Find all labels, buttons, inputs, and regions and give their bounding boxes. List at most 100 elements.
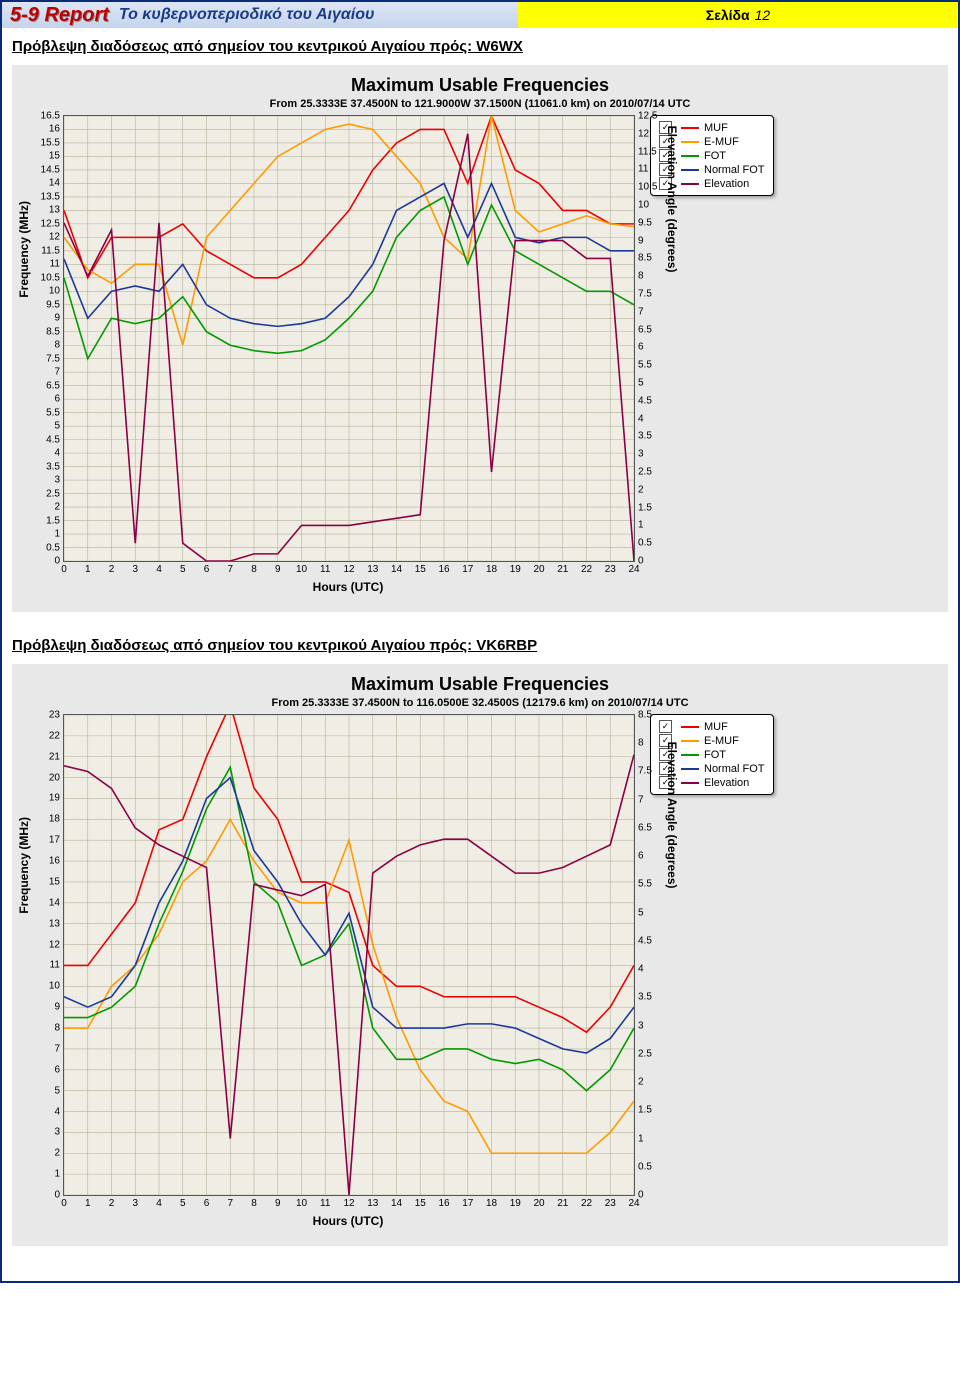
y-tick: 16 <box>49 856 64 867</box>
x-tick: 23 <box>605 564 616 575</box>
y-tick: 18 <box>49 814 64 825</box>
x-tick: 8 <box>251 564 257 575</box>
x-tick: 7 <box>227 564 233 575</box>
legend-label: MUF <box>704 721 728 733</box>
y-tick: 8 <box>54 1023 64 1034</box>
y-tick: 10.5 <box>41 272 64 283</box>
y-tick: 9.5 <box>46 299 64 310</box>
chart-2-ylabel: Frequency (MHz) <box>17 817 31 914</box>
x-tick: 10 <box>296 564 307 575</box>
y-tick: 9 <box>54 313 64 324</box>
y-tick: 1 <box>54 1169 64 1180</box>
y-tick: 13.5 <box>41 191 64 202</box>
legend-label: Elevation <box>704 178 749 190</box>
legend-label: FOT <box>704 749 726 761</box>
y2-tick: 0 <box>634 556 644 567</box>
legend-swatch <box>681 754 699 756</box>
y-tick: 8.5 <box>46 326 64 337</box>
y2-tick: 1.5 <box>634 1105 652 1116</box>
y-tick: 16.5 <box>41 111 64 122</box>
y-tick: 17 <box>49 835 64 846</box>
y2-tick: 3 <box>634 1020 644 1031</box>
y-tick: 11 <box>50 960 64 971</box>
y2-tick: 7 <box>634 306 644 317</box>
y2-tick: 1 <box>634 520 644 531</box>
y2-tick: 4.5 <box>634 395 652 406</box>
y2-tick: 10.5 <box>634 182 657 193</box>
y2-tick: 2.5 <box>634 467 652 478</box>
y2-tick: 8 <box>634 738 644 749</box>
y-tick: 7.5 <box>46 353 64 364</box>
y-tick: 14.5 <box>41 164 64 175</box>
legend-label: MUF <box>704 122 728 134</box>
chart-1-subtitle: From 25.3333E 37.4500N to 121.9000W 37.1… <box>18 98 942 110</box>
x-tick: 12 <box>343 564 354 575</box>
y-tick: 0 <box>54 556 64 567</box>
x-tick: 11 <box>320 1198 330 1209</box>
x-tick: 10 <box>296 1198 307 1209</box>
brand-subtitle: Το κυβερνοπεριοδικό του Αιγαίου <box>119 6 375 24</box>
legend-swatch <box>681 183 699 185</box>
legend-swatch <box>681 127 699 129</box>
x-tick: 19 <box>510 1198 521 1209</box>
y2-tick: 1.5 <box>634 502 652 513</box>
y2-tick: 12 <box>634 128 649 139</box>
y-tick: 12 <box>49 939 64 950</box>
chart-2-plot: Frequency (MHz) Elevation Angle (degrees… <box>63 714 635 1196</box>
x-tick: 1 <box>85 1198 91 1209</box>
chart-1-xlabel: Hours (UTC) <box>63 580 633 594</box>
y2-tick: 12.5 <box>634 111 657 122</box>
y-tick: 16 <box>49 124 64 135</box>
chart-2-container: Maximum Usable Frequencies From 25.3333E… <box>12 664 948 1246</box>
y2-tick: 6 <box>634 851 644 862</box>
y-tick: 15 <box>49 151 64 162</box>
section-heading-1: Πρόβλεψη διαδόσεως από σημείον του κεντρ… <box>12 38 948 55</box>
y-tick: 7 <box>54 367 64 378</box>
legend-swatch <box>681 782 699 784</box>
x-tick: 21 <box>557 1198 568 1209</box>
y-tick: 15 <box>49 876 64 887</box>
y2-tick: 7.5 <box>634 766 652 777</box>
legend-checkbox[interactable]: ✓ <box>659 720 672 733</box>
y-tick: 14 <box>49 897 64 908</box>
x-tick: 11 <box>320 564 330 575</box>
y-tick: 10 <box>49 286 64 297</box>
x-tick: 3 <box>132 564 138 575</box>
y2-tick: 3.5 <box>634 431 652 442</box>
y-tick: 7 <box>54 1043 64 1054</box>
y2-tick: 0.5 <box>634 1161 652 1172</box>
y-tick: 12.5 <box>41 218 64 229</box>
chart-1-container: Maximum Usable Frequencies From 25.3333E… <box>12 65 948 612</box>
x-tick: 5 <box>180 1198 186 1209</box>
y2-tick: 4 <box>634 413 644 424</box>
x-tick: 15 <box>415 1198 426 1209</box>
chart-2-y2label: Elevation Angle (degrees) <box>665 742 679 889</box>
y-tick: 3.5 <box>46 461 64 472</box>
y-tick: 6 <box>54 1064 64 1075</box>
legend-label: Normal FOT <box>704 164 765 176</box>
y2-tick: 0.5 <box>634 538 652 549</box>
x-tick: 23 <box>605 1198 616 1209</box>
legend-item: ✓ MUF <box>659 720 765 733</box>
y-tick: 4.5 <box>46 434 64 445</box>
x-tick: 4 <box>156 1198 162 1209</box>
y-tick: 3 <box>54 475 64 486</box>
x-tick: 19 <box>510 564 521 575</box>
y2-tick: 9.5 <box>634 217 652 228</box>
y-tick: 23 <box>49 710 64 721</box>
x-tick: 14 <box>391 1198 402 1209</box>
chart-1-y2label: Elevation Angle (degrees) <box>665 125 679 272</box>
chart-2-subtitle: From 25.3333E 37.4500N to 116.0500E 32.4… <box>18 697 942 709</box>
x-tick: 16 <box>438 1198 449 1209</box>
x-tick: 2 <box>109 1198 115 1209</box>
page-header: 5-9 Report Το κυβερνοπεριοδικό του Αιγαί… <box>2 2 958 28</box>
y2-tick: 5.5 <box>634 879 652 890</box>
legend-label: Normal FOT <box>704 763 765 775</box>
y2-tick: 6.5 <box>634 822 652 833</box>
y-tick: 2 <box>54 1148 64 1159</box>
y-tick: 1.5 <box>46 515 64 526</box>
y-tick: 0 <box>54 1190 64 1201</box>
page-number: 12 <box>755 7 771 23</box>
page-label: Σελίδα <box>706 7 750 23</box>
section-heading-2: Πρόβλεψη διαδόσεως από σημείον του κεντρ… <box>12 637 948 654</box>
